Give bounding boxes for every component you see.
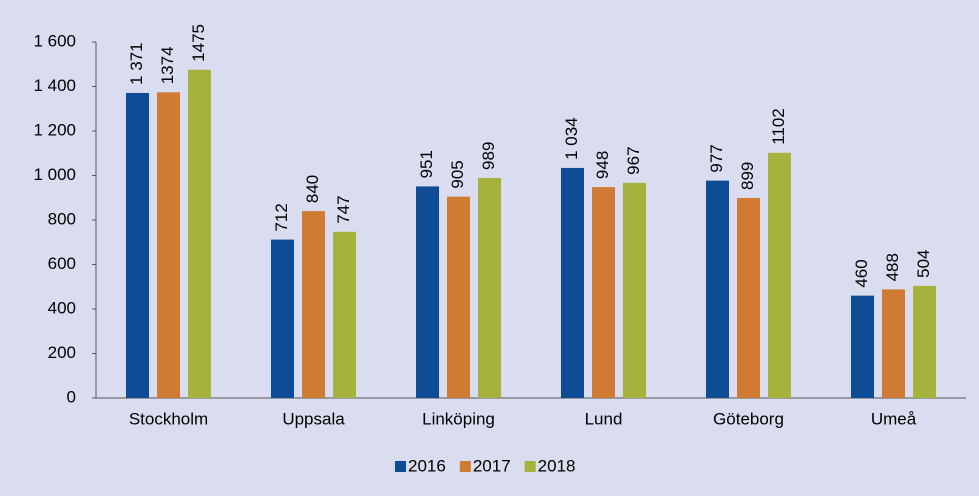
data-label: 1475 [189, 24, 208, 62]
legend-swatch [459, 461, 471, 472]
bar [302, 211, 325, 398]
data-label: 905 [448, 160, 467, 188]
bar [333, 231, 356, 398]
data-label: 977 [707, 144, 726, 172]
legend-label: 2016 [408, 456, 446, 475]
y-tick-label: 0 [67, 387, 76, 406]
data-label: 488 [883, 253, 902, 281]
bar [913, 285, 936, 398]
data-label: 1102 [769, 108, 788, 145]
legend-swatch [524, 461, 536, 472]
data-label: 1 034 [562, 117, 581, 160]
x-tick-label: Umeå [871, 409, 917, 428]
bar [768, 152, 791, 398]
y-tick-label: 1 200 [33, 120, 76, 139]
data-label: 899 [738, 162, 757, 190]
y-tick-label: 200 [48, 343, 76, 362]
data-label: 1 371 [127, 42, 146, 85]
bar [706, 180, 729, 398]
data-label: 1374 [158, 46, 177, 84]
bar [882, 289, 905, 398]
x-tick-label: Linköping [422, 409, 495, 428]
legend-swatch [395, 461, 406, 472]
x-tick-label: Göteborg [713, 409, 784, 428]
bar [271, 239, 294, 398]
y-tick-label: 800 [48, 209, 76, 228]
y-tick-label: 1 400 [33, 76, 76, 95]
data-label: 504 [914, 249, 933, 277]
bar [592, 187, 615, 398]
bar [447, 196, 470, 398]
x-tick-label: Uppsala [282, 409, 345, 428]
y-tick-label: 1 000 [33, 165, 76, 184]
data-label: 840 [303, 175, 322, 203]
bar [737, 197, 760, 398]
legend-label: 2018 [538, 456, 576, 475]
data-label: 747 [334, 195, 353, 223]
bar [478, 177, 501, 398]
bar [623, 182, 646, 398]
bar [561, 167, 584, 398]
legend-label: 2017 [473, 456, 511, 475]
bar [126, 92, 149, 398]
bar [157, 92, 180, 398]
data-label: 712 [272, 203, 291, 231]
x-tick-label: Lund [585, 409, 623, 428]
bar [188, 69, 211, 398]
data-label: 967 [624, 146, 643, 174]
x-tick-label: Stockholm [129, 409, 208, 428]
y-tick-label: 400 [48, 298, 76, 317]
data-label: 460 [852, 259, 871, 287]
data-label: 951 [417, 150, 436, 178]
bar [851, 295, 874, 398]
bar [416, 186, 439, 398]
y-tick-label: 600 [48, 254, 76, 273]
data-label: 948 [593, 151, 612, 179]
data-label: 989 [479, 142, 498, 170]
y-tick-label: 1 600 [33, 31, 76, 50]
